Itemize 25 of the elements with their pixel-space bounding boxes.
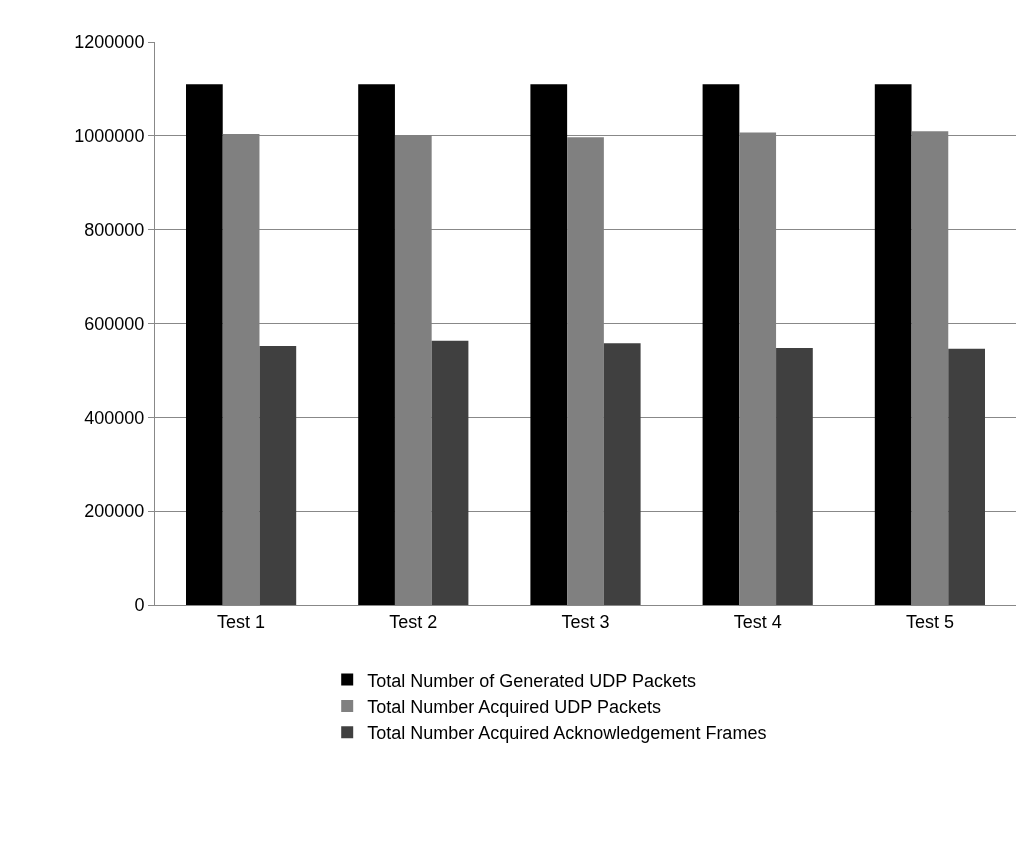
bar [530, 84, 568, 605]
bar [603, 343, 641, 605]
bar [358, 84, 395, 605]
y-tick-label: 1000000 [74, 126, 145, 147]
bar [702, 84, 740, 605]
bar [776, 347, 813, 605]
y-tick-label: 1200000 [74, 32, 145, 53]
y-tick-label: 600000 [84, 313, 145, 334]
x-tick-label: Test 1 [217, 611, 266, 632]
bar [186, 84, 223, 605]
x-tick-label: Test 4 [733, 611, 782, 632]
legend-label: Total Number Acquired Acknowledgement Frames [367, 723, 767, 744]
y-tick-label: 800000 [84, 219, 145, 240]
bar [431, 340, 469, 605]
bar [259, 346, 297, 605]
x-tick-label: Test 2 [389, 611, 438, 632]
x-tick-label: Test 3 [561, 611, 610, 632]
y-tick-label: 400000 [84, 407, 145, 428]
y-tick-label: 0 [134, 595, 145, 616]
y-tick-label: 200000 [84, 501, 145, 522]
legend-label: Total Number Acquired UDP Packets [367, 696, 662, 717]
bar [948, 348, 985, 605]
x-tick-label: Test 5 [905, 611, 954, 632]
bar [874, 84, 912, 605]
legend-label: Total Number of Generated UDP Packets [367, 670, 697, 691]
